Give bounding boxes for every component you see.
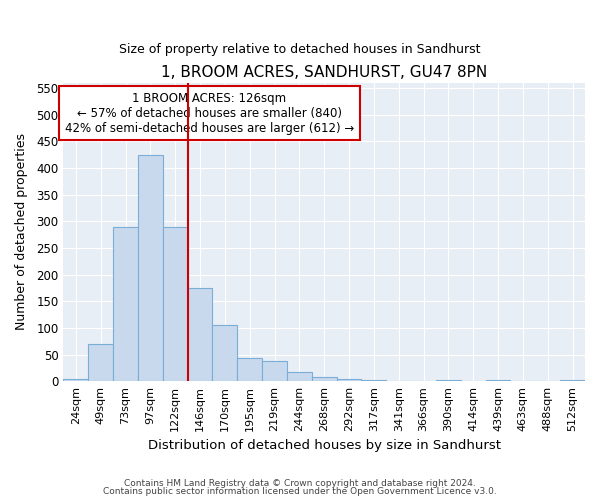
Bar: [212, 325, 237, 381]
Text: 1 BROOM ACRES: 126sqm
← 57% of detached houses are smaller (840)
42% of semi-det: 1 BROOM ACRES: 126sqm ← 57% of detached …: [65, 92, 354, 134]
Bar: [113, 226, 138, 381]
Bar: [485, 380, 511, 381]
Bar: [188, 288, 212, 381]
Title: 1, BROOM ACRES, SANDHURST, GU47 8PN: 1, BROOM ACRES, SANDHURST, GU47 8PN: [161, 65, 487, 80]
Text: Contains public sector information licensed under the Open Government Licence v3: Contains public sector information licen…: [103, 487, 497, 496]
Text: Size of property relative to detached houses in Sandhurst: Size of property relative to detached ho…: [119, 42, 481, 56]
Bar: [386, 380, 411, 381]
Bar: [262, 361, 287, 381]
Text: Contains HM Land Registry data © Crown copyright and database right 2024.: Contains HM Land Registry data © Crown c…: [124, 478, 476, 488]
Bar: [163, 226, 188, 381]
Y-axis label: Number of detached properties: Number of detached properties: [15, 134, 28, 330]
Bar: [436, 380, 461, 381]
Bar: [138, 154, 163, 381]
Bar: [411, 380, 436, 381]
Bar: [312, 377, 337, 381]
Bar: [337, 378, 361, 381]
Bar: [237, 358, 262, 381]
Bar: [287, 372, 312, 381]
Bar: [361, 380, 386, 381]
X-axis label: Distribution of detached houses by size in Sandhurst: Distribution of detached houses by size …: [148, 440, 501, 452]
Bar: [64, 378, 88, 381]
Bar: [560, 380, 585, 381]
Bar: [88, 344, 113, 381]
